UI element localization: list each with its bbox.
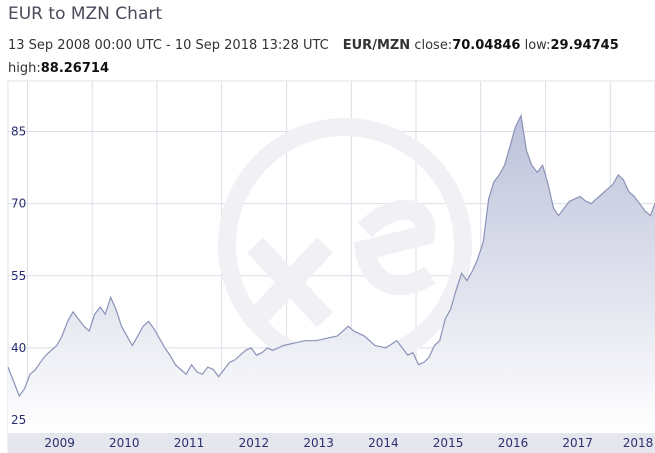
series-line — [7, 113, 655, 398]
x-axis-band — [8, 433, 655, 453]
chart-summary: 13 Sep 2008 00:00 UTC - 10 Sep 2018 13:2… — [8, 38, 619, 53]
y-tick-label: 40 — [11, 341, 26, 355]
plot-border — [7, 80, 655, 453]
x-tick-label: 2018 — [623, 436, 654, 450]
chart-summary-line2: high:88.26714 — [8, 61, 109, 76]
y-tick-label: 70 — [11, 197, 26, 211]
close-label: close: — [414, 38, 453, 53]
x-tick-label: 2009 — [44, 436, 75, 450]
high-value: 88.26714 — [40, 61, 109, 76]
x-tick-label: 2010 — [109, 436, 140, 450]
xe-logo-icon — [218, 118, 472, 372]
date-range: 13 Sep 2008 00:00 UTC - 10 Sep 2018 13:2… — [8, 38, 329, 53]
low-label: low: — [524, 38, 551, 53]
page-title: EUR to MZN Chart — [8, 4, 163, 24]
y-tick-label: 25 — [11, 413, 26, 427]
x-tick-label: 2011 — [174, 436, 205, 450]
x-tick-label: 2012 — [239, 436, 270, 450]
x-tick-label: 2014 — [368, 436, 399, 450]
high-label: high: — [8, 61, 41, 76]
x-tick-label: 2015 — [433, 436, 464, 450]
y-tick-label: 85 — [11, 124, 26, 138]
low-value: 29.94745 — [550, 38, 619, 53]
x-tick-label: 2017 — [562, 436, 593, 450]
x-tick-label: 2016 — [498, 436, 529, 450]
area-fill — [8, 115, 655, 433]
currency-pair: EUR/MZN — [342, 38, 411, 53]
y-tick-label: 55 — [11, 269, 26, 283]
x-tick-label: 2013 — [303, 436, 334, 450]
close-value: 70.04846 — [452, 38, 521, 53]
